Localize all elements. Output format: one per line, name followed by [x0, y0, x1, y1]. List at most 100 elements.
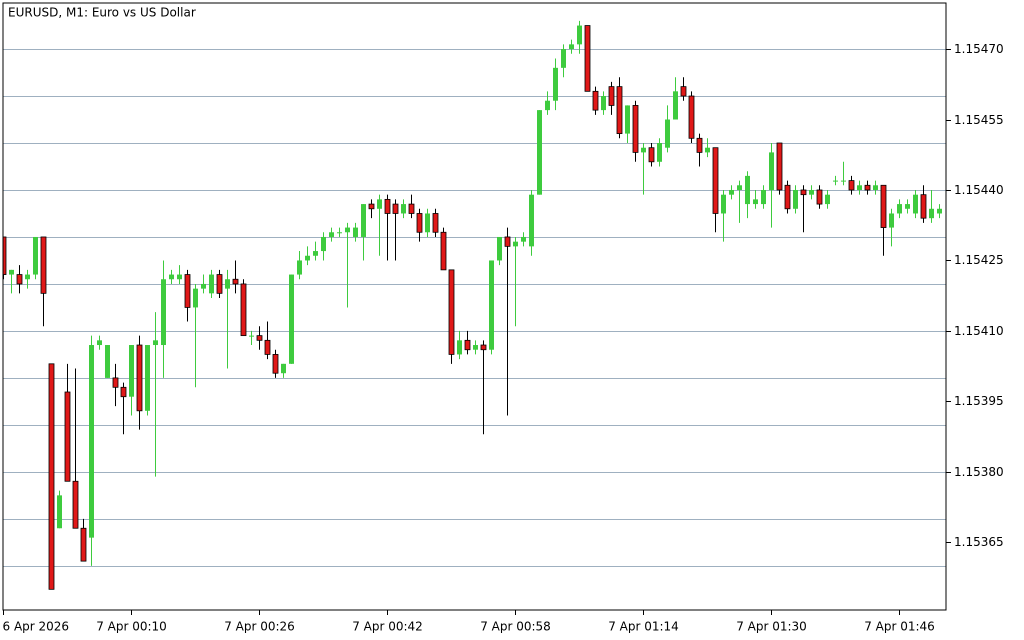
- candle-body: [473, 345, 478, 350]
- candle-body: [129, 345, 134, 397]
- candle-body: [321, 236, 326, 252]
- candle-body: [873, 185, 878, 190]
- candle-body: [680, 86, 687, 97]
- candle-body: [153, 340, 158, 346]
- candle-body: [193, 288, 198, 308]
- candle-body: [345, 227, 350, 233]
- candle-body: [264, 339, 271, 355]
- candle-body: [97, 340, 102, 346]
- x-tick-label: 7 Apr 00:10: [96, 620, 167, 634]
- candle-body: [80, 527, 87, 562]
- candle-body: [833, 180, 838, 182]
- candle-body: [25, 274, 30, 280]
- candle-body: [769, 152, 774, 190]
- candle-body: [425, 213, 430, 233]
- candle-body: [616, 86, 623, 135]
- chart-title: EURUSD, M1: Euro vs US Dollar: [8, 6, 196, 20]
- candle-body: [489, 260, 494, 350]
- candle-body: [641, 147, 646, 153]
- candle-body: [729, 189, 734, 195]
- grid: [3, 49, 946, 567]
- candle-body: [169, 274, 174, 280]
- candle-body: [313, 251, 318, 256]
- candle-body: [297, 260, 302, 275]
- x-tick-label: 7 Apr 00:26: [224, 620, 295, 634]
- candle-body: [561, 49, 566, 68]
- candle-body: [464, 339, 471, 351]
- candle-body: [657, 143, 662, 162]
- candle-body: [249, 335, 254, 337]
- candle-body: [889, 213, 894, 228]
- candle-body: [161, 279, 166, 346]
- candle-body: [392, 203, 399, 214]
- candle-body: [577, 25, 582, 45]
- candle-body: [201, 283, 206, 289]
- candle-body: [825, 194, 830, 205]
- candle-body: [281, 363, 286, 374]
- candle-body: [225, 279, 230, 289]
- candle-body: [696, 137, 703, 153]
- candle-body: [864, 184, 871, 191]
- candle-body: [272, 354, 279, 374]
- candle-body: [136, 344, 143, 412]
- candle-body: [673, 91, 678, 120]
- y-tick-label: 1.15365: [954, 535, 1004, 549]
- candle-body: [793, 189, 798, 209]
- candle-body: [384, 198, 391, 214]
- candle-body: [368, 203, 375, 210]
- candle-body: [920, 194, 927, 219]
- candle-body: [905, 204, 910, 209]
- plot-frame: [2, 2, 947, 611]
- candle-body: [9, 269, 14, 275]
- candle-body: [537, 110, 542, 195]
- candle-body: [448, 269, 455, 355]
- candle-body: [33, 236, 38, 275]
- candle-body: [816, 189, 823, 205]
- candle-body: [353, 227, 358, 237]
- candle-body: [648, 147, 655, 163]
- candle-body: [521, 236, 526, 242]
- candle-body: [776, 142, 783, 191]
- candle-body: [216, 274, 223, 294]
- candle-body: [553, 67, 558, 101]
- y-tick-label: 1.15440: [954, 183, 1004, 197]
- candle-body: [209, 274, 214, 294]
- candle-body: [504, 236, 511, 247]
- candle-body: [497, 236, 502, 261]
- candle-body: [688, 95, 695, 139]
- candle-body: [721, 194, 726, 214]
- candle-body: [848, 180, 855, 191]
- candle-body: [64, 391, 71, 482]
- x-tick-label: 7 Apr 00:58: [480, 620, 551, 634]
- y-tick-label: 1.15410: [954, 324, 1004, 338]
- candle-body: [232, 278, 239, 285]
- candle-body: [145, 345, 150, 411]
- candle-body: [800, 189, 807, 196]
- candle-body: [632, 105, 639, 153]
- candle-body: [289, 274, 294, 364]
- candle-body: [177, 274, 182, 280]
- candle-body: [57, 495, 62, 529]
- candle-body: [753, 199, 758, 205]
- candle-body: [737, 185, 742, 190]
- y-tick-label: 1.15395: [954, 394, 1004, 408]
- candle-body: [569, 44, 574, 50]
- candle-body: [841, 180, 846, 182]
- x-tick-label: 6 Apr 2026: [3, 620, 70, 634]
- candle-body: [592, 90, 599, 111]
- candle-body: [337, 232, 342, 234]
- candle-body: [761, 189, 766, 205]
- candle-body: [608, 86, 615, 106]
- x-tick-label: 7 Apr 01:46: [864, 620, 935, 634]
- candle-body: [120, 386, 127, 398]
- candle-body: [480, 344, 487, 351]
- candle-body: [625, 105, 630, 134]
- candle-body: [705, 147, 710, 153]
- y-tick-label: 1.15380: [954, 465, 1004, 479]
- candle-body: [809, 189, 814, 195]
- y-tick-label: 1.15425: [954, 253, 1004, 267]
- x-tick-label: 7 Apr 01:14: [608, 620, 679, 634]
- candle-body: [440, 231, 447, 271]
